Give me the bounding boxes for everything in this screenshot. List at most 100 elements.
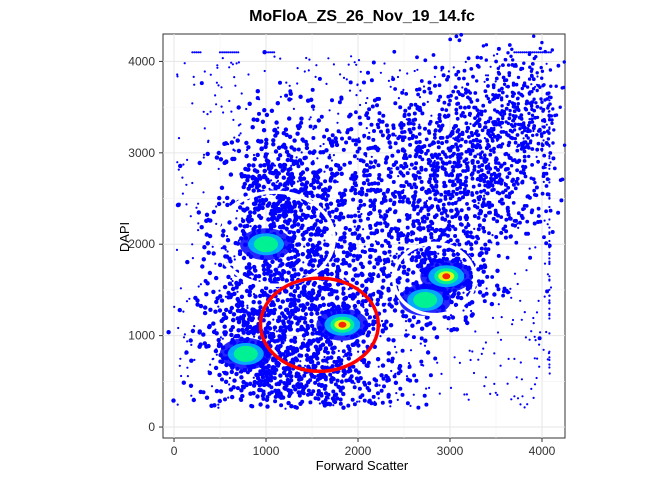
scatter-point	[454, 207, 459, 212]
scatter-point	[382, 250, 387, 255]
scatter-point	[494, 161, 498, 165]
scatter-point	[492, 150, 496, 154]
scatter-point	[386, 173, 391, 178]
scatter-point	[213, 309, 218, 314]
scatter-point	[303, 270, 308, 275]
scatter-point	[287, 97, 292, 102]
scatter-point	[228, 172, 234, 177]
scatter-point	[548, 131, 551, 134]
scatter-point	[351, 292, 356, 297]
scatter-point	[166, 330, 171, 335]
scatter-point	[295, 131, 300, 136]
scatter-point	[308, 355, 313, 360]
scatter-point	[413, 154, 418, 159]
scatter-point	[475, 114, 480, 118]
scatter-point	[353, 61, 356, 64]
scatter-point	[422, 89, 427, 94]
scatter-point	[276, 276, 281, 282]
scatter-point	[292, 107, 295, 110]
scatter-point	[477, 164, 482, 169]
scatter-point	[453, 182, 457, 187]
scatter-point	[238, 371, 241, 374]
scatter-point	[182, 163, 185, 166]
scatter-point	[394, 134, 397, 137]
scatter-point	[532, 34, 536, 38]
scatter-point	[177, 137, 181, 140]
scatter-point	[507, 357, 510, 360]
scatter-point	[424, 151, 428, 156]
scatter-point	[340, 136, 344, 141]
x-tick-label: 4000	[529, 444, 556, 458]
scatter-point	[369, 401, 374, 406]
scatter-point	[320, 216, 325, 221]
scatter-point	[397, 193, 402, 198]
scatter-point	[362, 202, 367, 207]
scatter-point	[323, 239, 326, 242]
scatter-point	[324, 250, 329, 255]
scatter-point	[356, 83, 359, 86]
scatter-point	[423, 344, 427, 347]
scatter-point	[517, 91, 521, 95]
scatter-point	[397, 175, 400, 178]
scatter-point	[483, 109, 487, 113]
scatter-point	[277, 334, 282, 339]
scatter-point	[193, 325, 196, 328]
scatter-point	[395, 166, 400, 171]
scatter-point	[471, 199, 474, 202]
scatter-point	[357, 210, 360, 213]
scatter-point	[423, 167, 428, 172]
scatter-point	[262, 163, 267, 168]
scatter-point	[542, 235, 546, 240]
scatter-point	[442, 184, 447, 189]
scatter-point	[494, 59, 498, 64]
scatter-point	[437, 199, 442, 203]
scatter-point	[440, 107, 445, 112]
scatter-point	[406, 267, 411, 272]
scatter-point	[516, 222, 519, 225]
scatter-point	[362, 306, 365, 309]
scatter-point	[341, 373, 346, 378]
scatter-point	[272, 371, 277, 376]
scatter-point	[327, 155, 332, 160]
scatter-point	[241, 313, 247, 318]
scatter-point	[320, 194, 324, 197]
scatter-point	[299, 360, 302, 363]
scatter-point	[284, 226, 289, 231]
scatter-point	[479, 168, 484, 173]
scatter-point	[491, 97, 495, 102]
scatter-point	[368, 223, 373, 228]
scatter-point	[464, 191, 469, 195]
scatter-point	[223, 397, 227, 402]
scatter-point	[324, 128, 329, 133]
scatter-point	[384, 224, 389, 229]
scatter-point	[359, 70, 362, 73]
scatter-point	[496, 253, 501, 258]
scatter-point	[229, 369, 234, 375]
scatter-point	[480, 204, 485, 209]
scatter-point	[207, 324, 211, 327]
scatter-point	[412, 393, 415, 396]
scatter-point	[270, 223, 275, 228]
scatter-point	[287, 218, 292, 223]
scatter-point	[342, 235, 347, 240]
scatter-point	[347, 114, 352, 119]
scatter-point	[239, 388, 244, 393]
scatter-point	[335, 378, 340, 383]
scatter-point	[447, 160, 452, 165]
scatter-point	[415, 106, 420, 111]
scatter-point	[521, 142, 526, 146]
scatter-point	[317, 289, 322, 294]
scatter-point	[364, 163, 369, 167]
scatter-point	[488, 152, 493, 157]
scatter-point	[294, 269, 297, 272]
scatter-point	[447, 201, 451, 206]
scatter-point	[377, 209, 382, 214]
scatter-point	[447, 219, 452, 224]
scatter-point	[288, 89, 293, 94]
scatter-point	[232, 378, 237, 383]
scatter-point	[377, 365, 380, 368]
scatter-point	[203, 305, 208, 310]
scatter-point	[511, 177, 515, 182]
scatter-point	[470, 133, 475, 138]
scatter-point	[532, 316, 535, 320]
